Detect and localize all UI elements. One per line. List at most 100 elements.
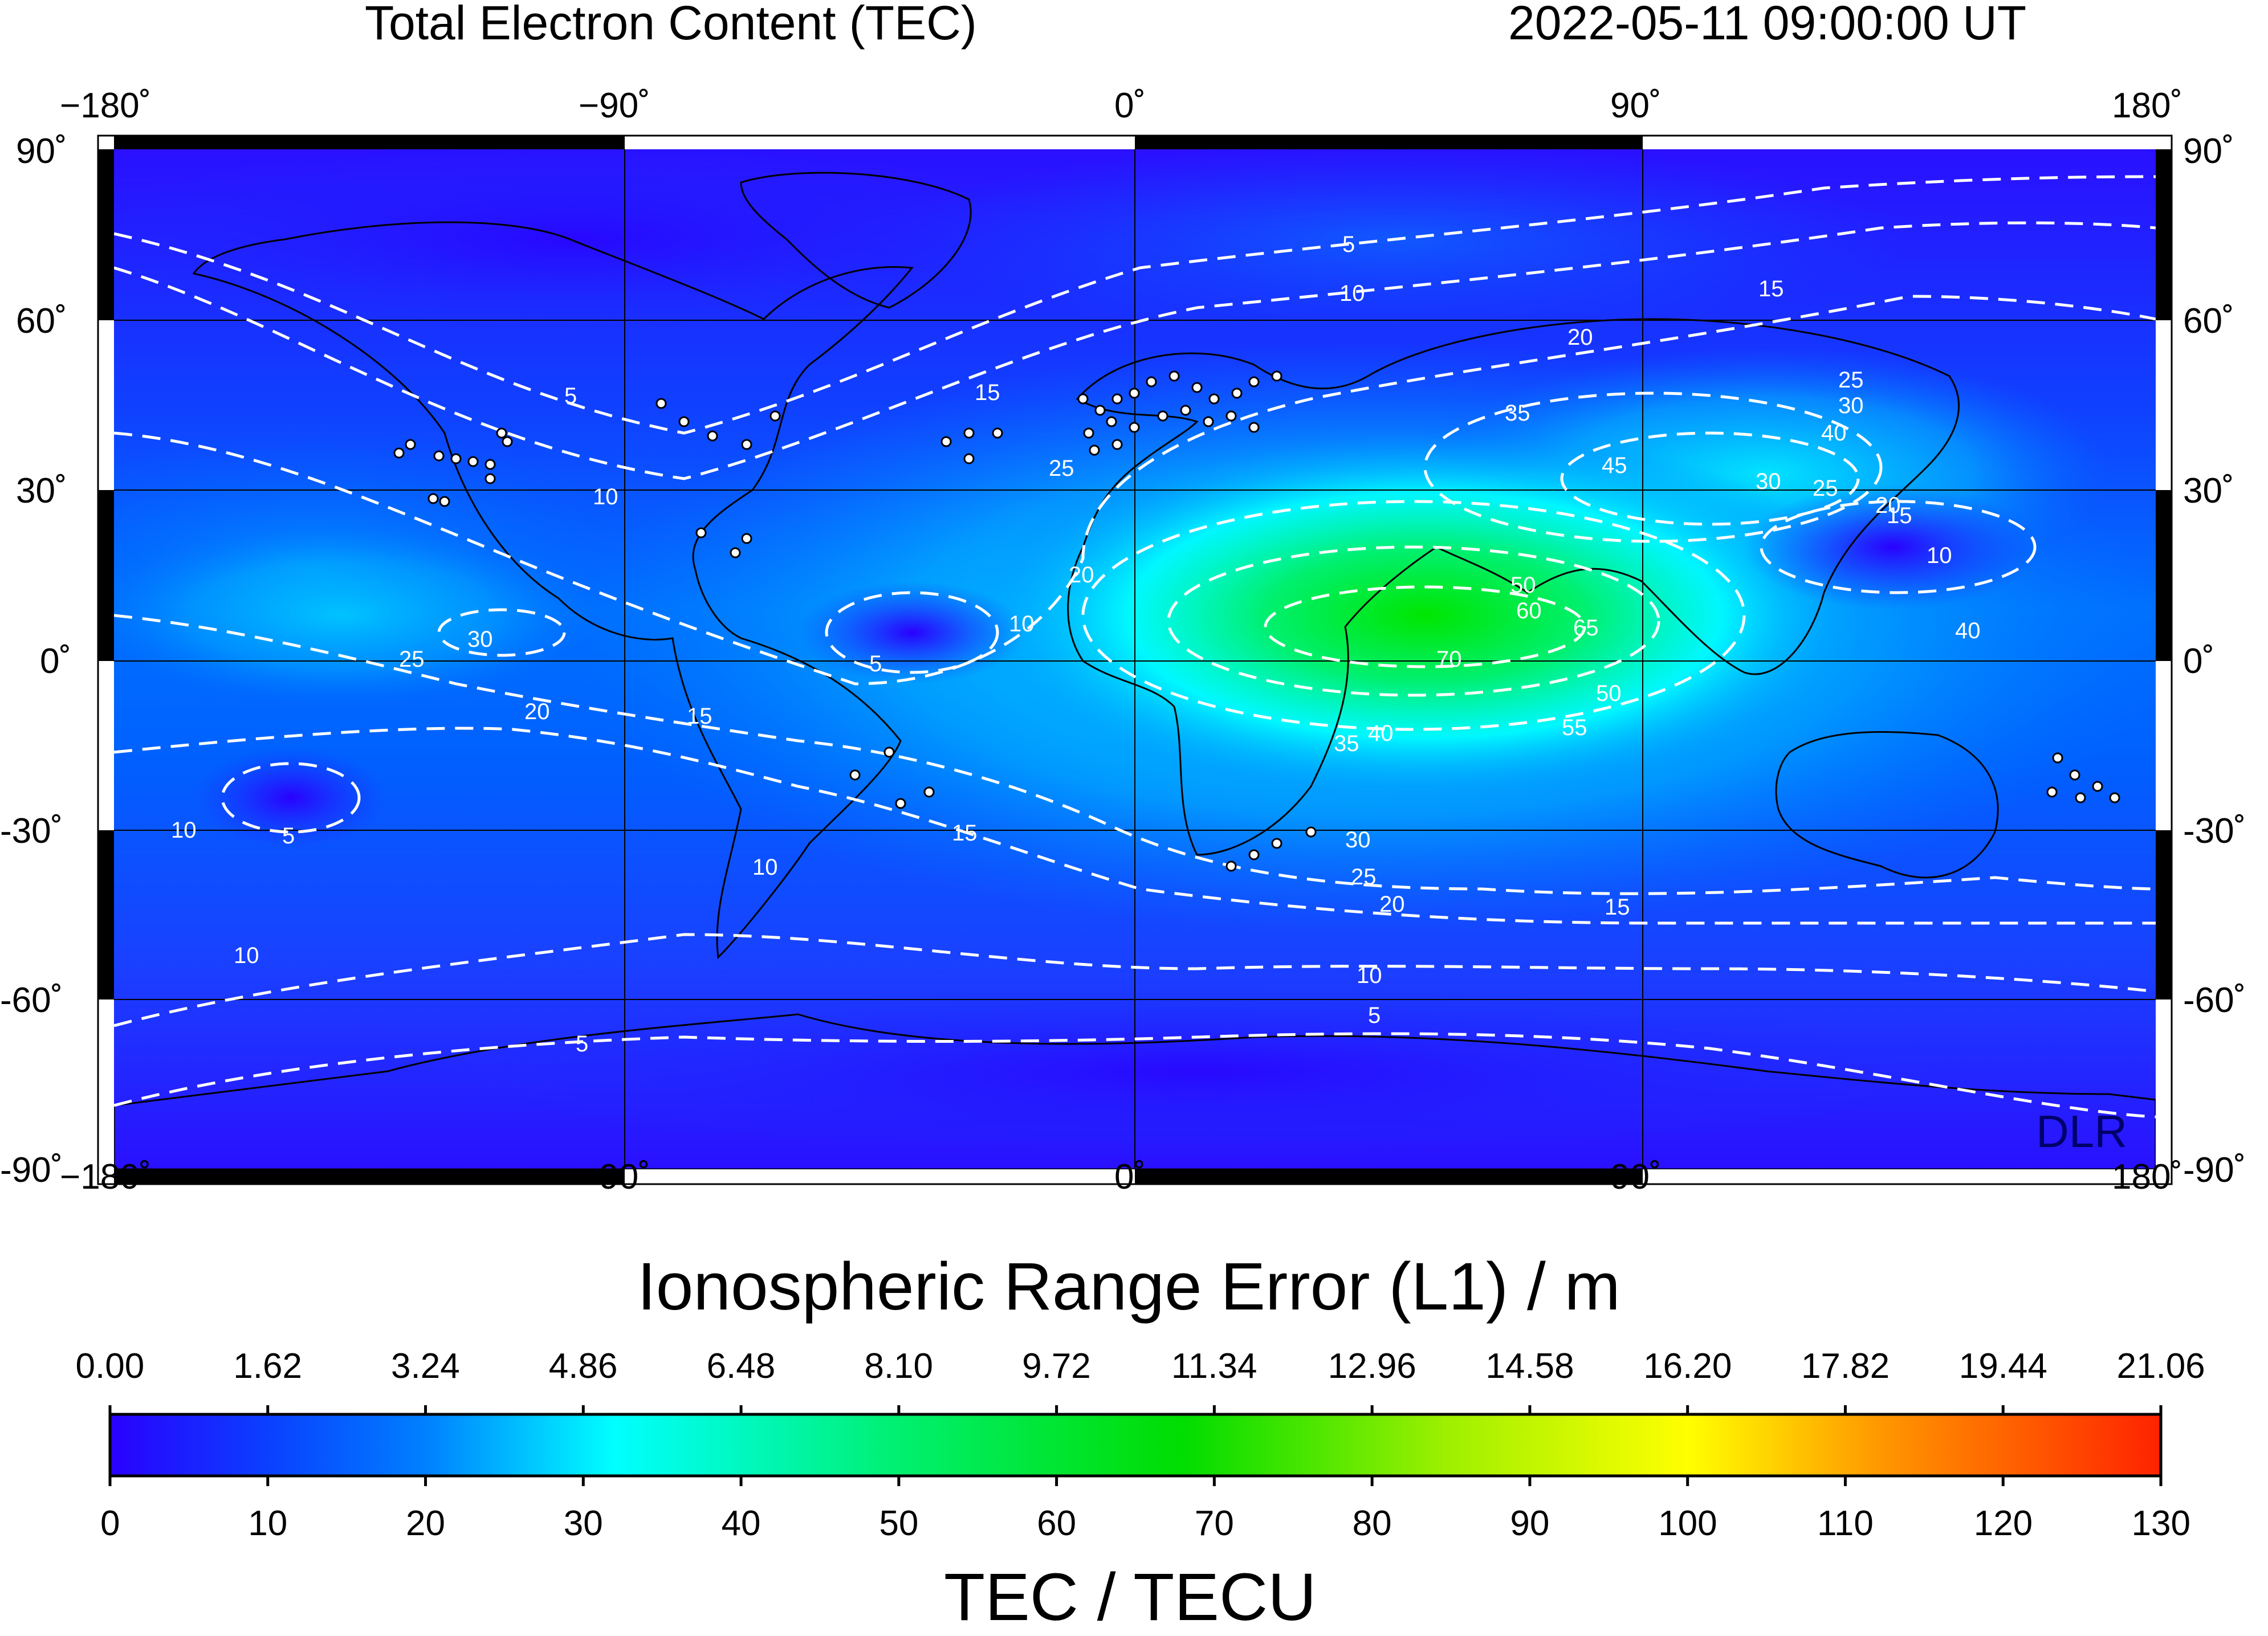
contour-label: 60 — [1516, 598, 1542, 623]
contour-label: 15 — [687, 704, 712, 729]
lat-label-right: 0˚ — [2183, 642, 2215, 681]
contour-label: 25 — [399, 647, 425, 672]
contour-label: 15 — [975, 380, 1000, 405]
contour-label: 10 — [1339, 281, 1365, 306]
contour-label: 50 — [1596, 681, 1622, 706]
lon-label-bottom: 90˚ — [1610, 1157, 1662, 1197]
station-marker — [450, 453, 462, 464]
station-marker — [940, 436, 952, 447]
lon-label-top: 180˚ — [2112, 86, 2183, 125]
station-marker — [2046, 786, 2058, 798]
station-marker — [502, 436, 513, 447]
contour-label: 30 — [1756, 469, 1781, 494]
station-marker — [992, 427, 1003, 439]
colorbar-bottom-tick: 70 — [1194, 1504, 1234, 1543]
lat-label-right: 60˚ — [2183, 301, 2234, 341]
lon-label-bottom: 180˚ — [2112, 1157, 2183, 1197]
contour-label: 50 — [1510, 573, 1536, 598]
contour-label: 40 — [1955, 618, 1981, 643]
colorbar-bottom-tick: 30 — [563, 1504, 603, 1543]
contour-label: 20 — [1069, 562, 1094, 588]
contour-label: 55 — [1562, 715, 1587, 740]
station-marker — [1089, 444, 1100, 456]
station-marker — [433, 450, 445, 462]
station-marker — [1203, 416, 1214, 427]
station-marker — [730, 547, 741, 558]
colorbar-bottom-tick: 60 — [1037, 1504, 1077, 1543]
station-marker — [1248, 849, 1260, 860]
colorbar-top-tick: 4.86 — [548, 1347, 618, 1386]
lon-label-top: 0˚ — [1114, 86, 1146, 125]
colorbar-top-tick: 16.20 — [1643, 1347, 1732, 1386]
dlr-watermark: DLR — [2036, 1106, 2128, 1157]
colorbar-top-tick: 0.00 — [75, 1347, 145, 1386]
lat-label-left: -30˚ — [0, 811, 63, 851]
colorbar-bottom-tick: 130 — [2131, 1504, 2190, 1543]
station-marker — [1248, 376, 1260, 387]
station-marker — [678, 416, 690, 427]
station-marker — [1106, 416, 1117, 427]
station-marker — [895, 798, 906, 809]
station-marker — [427, 493, 439, 504]
station-marker — [1094, 405, 1106, 416]
colorbar-top-tick: 12.96 — [1328, 1347, 1416, 1386]
contour-label: 10 — [593, 484, 618, 509]
station-marker — [1157, 410, 1168, 422]
colorbar-top-tick: 17.82 — [1801, 1347, 1890, 1386]
station-marker — [1146, 376, 1157, 387]
contour-label: 25 — [1838, 368, 1864, 393]
station-marker — [484, 473, 496, 484]
colorbar-bottom-tick: 10 — [248, 1504, 288, 1543]
station-marker — [1231, 387, 1243, 399]
contour-label: 35 — [1505, 401, 1530, 426]
colorbar-top-tick: 8.10 — [864, 1347, 934, 1386]
lat-label-left: 30˚ — [16, 471, 67, 511]
contour-label: 30 — [1345, 827, 1371, 852]
lat-label-right: -90˚ — [2183, 1150, 2246, 1190]
station-marker — [1111, 393, 1123, 405]
station-marker — [1191, 382, 1203, 393]
contour-label: 70 — [1436, 647, 1462, 672]
lon-label-bottom: −90˚ — [579, 1157, 650, 1197]
station-marker — [655, 398, 667, 409]
station-marker — [1271, 838, 1282, 849]
colorbar-bottom-tick: 110 — [1817, 1504, 1874, 1543]
station-marker — [2052, 752, 2063, 764]
contour-label: 15 — [952, 821, 978, 846]
station-marker — [707, 430, 718, 442]
station-marker — [1083, 427, 1094, 439]
contour-label: 10 — [1357, 963, 1382, 988]
lat-label-right: -60˚ — [2183, 981, 2246, 1020]
station-marker — [1129, 387, 1140, 399]
contour-label: 35 — [1334, 731, 1359, 756]
contour-label: 20 — [524, 699, 550, 724]
contour-label: 10 — [1009, 611, 1035, 637]
station-marker — [1129, 422, 1140, 433]
contour-label: 10 — [752, 855, 778, 880]
contour-label: 20 — [1379, 892, 1405, 917]
contour-label: 5 — [576, 1031, 588, 1056]
station-marker — [405, 439, 416, 450]
contour-label: 25 — [1813, 476, 1838, 501]
contour-label: 10 — [1927, 543, 1952, 568]
station-marker — [741, 533, 752, 544]
colorbar-bottom-label: TEC / TECU — [944, 1560, 1317, 1635]
colorbar-top-label: Ionospheric Range Error (L1) / m — [637, 1249, 1620, 1324]
colorbar-bottom-tick: 100 — [1658, 1504, 1717, 1543]
station-marker — [849, 769, 861, 781]
contour-label: 5 — [282, 823, 295, 848]
contour-label: 40 — [1368, 721, 1394, 746]
colorbar-bottom-tick: 80 — [1352, 1504, 1392, 1543]
contour-label: 10 — [234, 943, 259, 968]
lon-label-bottom: 0˚ — [1114, 1157, 1146, 1197]
colorbar-top-tick: 3.24 — [391, 1347, 460, 1386]
lat-label-right: 90˚ — [2183, 132, 2234, 171]
station-marker — [1225, 410, 1237, 422]
contour-label: 45 — [1602, 453, 1627, 478]
contour-label: 20 — [1567, 325, 1593, 350]
contour-label: 65 — [1573, 615, 1599, 640]
contour-label: 30 — [467, 627, 493, 652]
colorbar-bottom-tick: 20 — [406, 1504, 445, 1543]
lon-label-top: −90˚ — [579, 86, 650, 125]
